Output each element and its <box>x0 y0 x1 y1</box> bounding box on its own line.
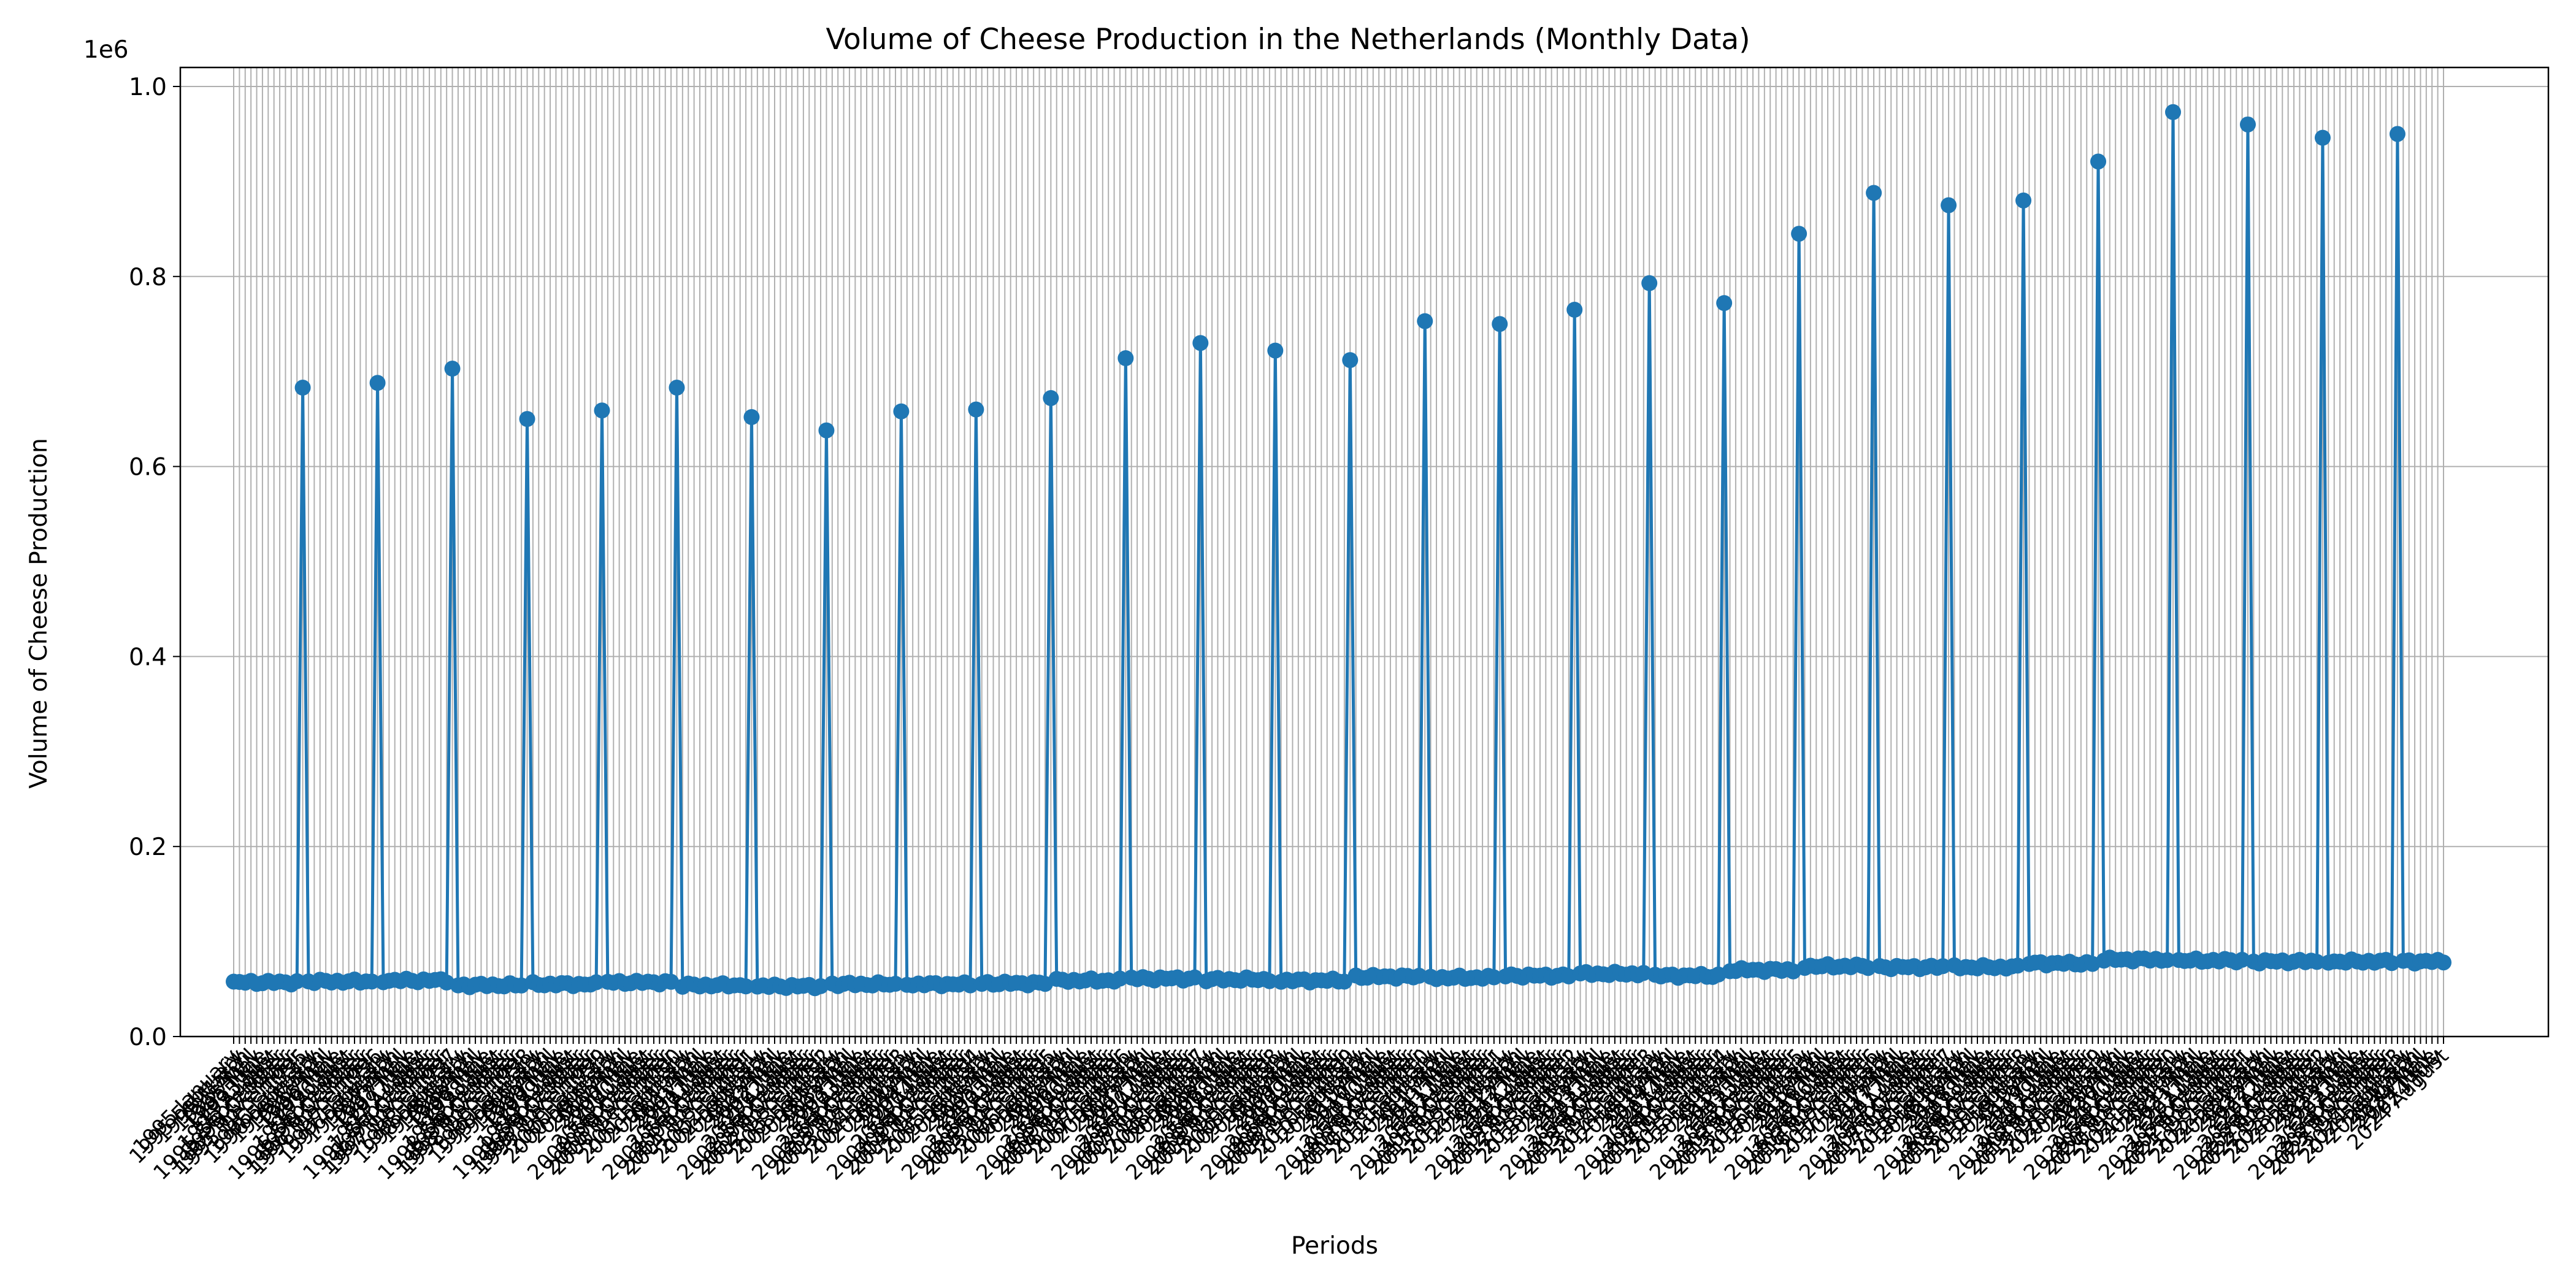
y-tick-label: 0.2 <box>129 834 167 861</box>
data-point <box>968 401 984 418</box>
data-point <box>519 411 535 427</box>
data-point <box>2389 126 2405 142</box>
data-point <box>1941 197 1957 213</box>
data-point <box>1342 352 1359 369</box>
data-point <box>2436 954 2451 971</box>
data-point <box>2015 192 2032 209</box>
data-point <box>588 974 605 991</box>
data-point <box>1267 342 1284 359</box>
data-point <box>294 380 311 396</box>
data-point <box>2309 954 2325 970</box>
x-axis-label: Periods <box>1291 1232 1378 1260</box>
data-point <box>444 361 461 377</box>
y-tick-label: 0.0 <box>129 1024 167 1051</box>
grid-lines <box>180 67 2548 1037</box>
axes <box>179 66 2550 1038</box>
chart-title: Volume of Cheese Production in the Nethe… <box>826 23 1750 56</box>
data-point <box>2090 153 2107 170</box>
data-point <box>1417 313 1433 329</box>
data-point <box>1043 390 1059 407</box>
y-tick-label: 0.6 <box>129 454 167 481</box>
data-point <box>1192 335 1209 351</box>
data-point <box>2159 952 2175 968</box>
data-point <box>2165 104 2182 120</box>
y-axis-ticks: 0.0 0.2 0.4 0.6 0.8 1.0 <box>129 74 180 1051</box>
data-point <box>289 973 305 989</box>
data-point <box>1261 973 1278 989</box>
data-point <box>738 978 754 995</box>
data-point <box>594 402 610 419</box>
data-point <box>1934 958 1951 975</box>
plot-frame <box>179 66 2550 1038</box>
data-point <box>818 422 835 439</box>
y-axis-offset-label: 1e6 <box>83 36 129 64</box>
data-point <box>1716 295 1733 312</box>
y-tick-label: 0.4 <box>129 643 167 671</box>
y-axis-label: Volume of Cheese Production <box>25 438 53 789</box>
data-point <box>1641 275 1658 291</box>
data-point <box>2239 116 2256 132</box>
data-point <box>1411 967 1427 984</box>
data-point <box>887 976 904 992</box>
data-point <box>1111 970 1128 987</box>
data-point <box>1492 316 1508 332</box>
data-point <box>1485 969 1502 986</box>
data-point <box>669 380 685 396</box>
data-point <box>2314 129 2331 146</box>
data-point <box>1117 350 1134 366</box>
data-point <box>1866 185 1882 201</box>
y-tick-label: 0.8 <box>129 264 167 291</box>
data-point <box>893 403 910 420</box>
series-line <box>226 104 2451 997</box>
data-point <box>1566 302 1583 318</box>
data-point <box>369 375 386 391</box>
data-point <box>364 973 380 990</box>
y-tick-label: 1.0 <box>129 74 167 101</box>
data-point <box>743 409 760 426</box>
data-point <box>1791 226 1807 242</box>
